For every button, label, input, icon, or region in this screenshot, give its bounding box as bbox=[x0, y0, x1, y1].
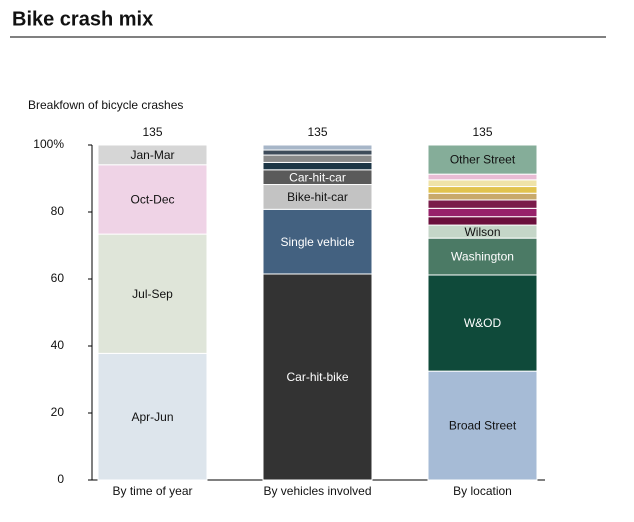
bar-total: 135 bbox=[472, 125, 492, 139]
y-tick-label: 40 bbox=[51, 338, 65, 352]
segment-label: Wilson bbox=[464, 225, 500, 239]
segment-label: Car-hit-car bbox=[289, 170, 346, 184]
y-tick-label: 20 bbox=[51, 405, 65, 419]
bar-segment bbox=[427, 173, 538, 181]
bar-segment bbox=[427, 192, 538, 201]
x-tick-label: By vehicles involved bbox=[263, 484, 371, 498]
bar-segment bbox=[427, 186, 538, 194]
bar-segment bbox=[97, 164, 208, 235]
segment-label: W&OD bbox=[464, 316, 502, 330]
bar-segment bbox=[97, 144, 208, 166]
bar-segment bbox=[427, 179, 538, 188]
bar-segment bbox=[427, 199, 538, 209]
bar-segment bbox=[262, 149, 373, 156]
y-tick-label: 100% bbox=[33, 137, 64, 151]
x-tick-label: By location bbox=[453, 484, 512, 498]
segment-label: Other Street bbox=[450, 153, 516, 167]
segment-label: Broad Street bbox=[449, 419, 517, 433]
bar-segment bbox=[427, 216, 538, 226]
bar-segment bbox=[427, 237, 538, 276]
chart-title: Bike crash mix bbox=[12, 8, 153, 30]
bar-segment bbox=[262, 144, 373, 151]
bar-segment bbox=[262, 208, 373, 275]
y-tick-label: 0 bbox=[57, 472, 64, 486]
chart-subtitle: Breakfown of bicycle crashes bbox=[28, 98, 183, 112]
y-tick-label: 80 bbox=[51, 204, 65, 218]
segment-label: Jan-Mar bbox=[130, 148, 174, 162]
segment-label: Washington bbox=[451, 250, 514, 264]
y-tick-label: 60 bbox=[51, 271, 65, 285]
segment-label: Car-hit-bike bbox=[286, 370, 348, 384]
bar-total: 135 bbox=[307, 125, 327, 139]
segment-label: Oct-Dec bbox=[130, 193, 174, 207]
bar-segment bbox=[262, 154, 373, 163]
x-tick-label: By time of year bbox=[112, 484, 192, 498]
bar-segment bbox=[262, 184, 373, 210]
bar-segment bbox=[427, 274, 538, 372]
bar-segment bbox=[427, 207, 538, 218]
bar-total: 135 bbox=[142, 125, 162, 139]
segment-label: Jul-Sep bbox=[132, 287, 173, 301]
segment-label: Single vehicle bbox=[280, 235, 354, 249]
segment-label: Bike-hit-car bbox=[287, 190, 348, 204]
bar-segment bbox=[427, 144, 538, 175]
bar-segment bbox=[97, 352, 208, 481]
bar-segment bbox=[262, 161, 373, 171]
bar-segment bbox=[97, 233, 208, 354]
segment-label: Apr-Jun bbox=[131, 410, 173, 424]
